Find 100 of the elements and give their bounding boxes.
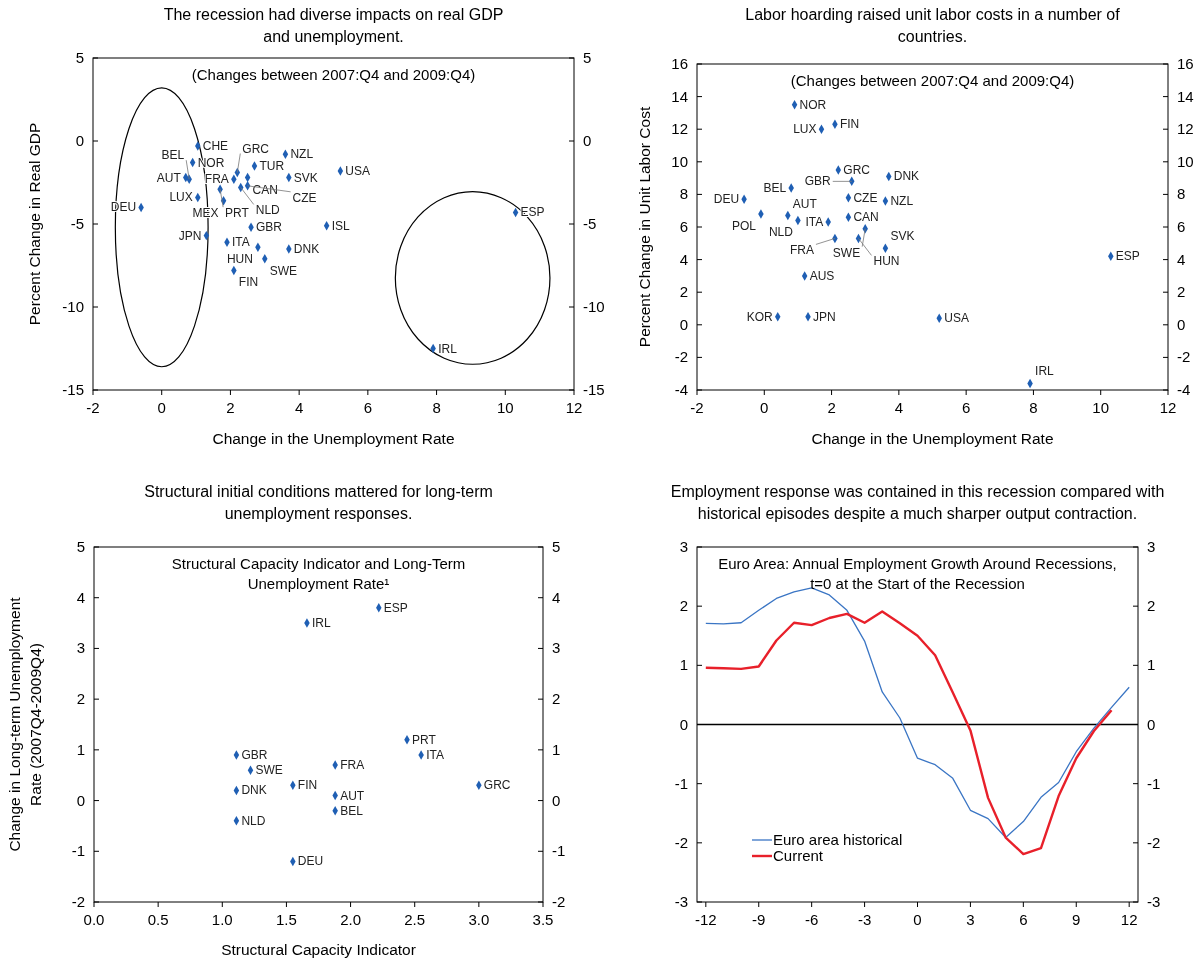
x-tick-label: 0 bbox=[913, 911, 922, 928]
annotation: BEL bbox=[161, 148, 185, 163]
annotation: CHE bbox=[202, 138, 229, 153]
y2-tick-label: 16 bbox=[1177, 55, 1194, 72]
y2-tick-label: -4 bbox=[1177, 381, 1191, 398]
y-tick-label: 6 bbox=[679, 218, 688, 235]
point bbox=[882, 196, 889, 206]
x-axis-title: Change in the Unemployment Rate bbox=[811, 430, 1054, 447]
y-tick-label: 0 bbox=[679, 315, 688, 333]
annotation: GRC bbox=[843, 162, 871, 177]
annotation: NOR bbox=[799, 97, 827, 112]
annotation: NLD bbox=[255, 203, 281, 218]
annotation: ESP bbox=[383, 600, 408, 615]
x-tick-label: -12 bbox=[694, 911, 717, 928]
y-tick-label: 0 bbox=[75, 132, 84, 149]
x-tick-label: -2 bbox=[690, 399, 704, 416]
point bbox=[791, 100, 798, 110]
annotation: JPN bbox=[178, 228, 202, 243]
annotation: AUT bbox=[792, 196, 818, 211]
y2-tick-label: 0 bbox=[1147, 715, 1156, 733]
y-tick-label: 2 bbox=[679, 283, 688, 301]
annotation: CZE bbox=[292, 190, 317, 205]
y-tick-label: 5 bbox=[76, 538, 85, 555]
chart-title: Employment response was contained in this recession compared with historical episodes despite a much sharper output contraction. bbox=[670, 483, 1165, 522]
y2-tick-label: -10 bbox=[583, 298, 605, 315]
annotation: ITA bbox=[805, 215, 824, 230]
x-tick-label: 10 bbox=[1092, 399, 1110, 416]
x-tick-label: 4 bbox=[894, 399, 904, 416]
annotation: PRT bbox=[225, 206, 250, 221]
y-tick-label: -15 bbox=[62, 381, 84, 398]
x-tick-label: 8 bbox=[1029, 399, 1038, 416]
x-tick-label: 2 bbox=[226, 399, 235, 416]
annotation: USA bbox=[944, 311, 969, 326]
x-tick-label: 1.5 bbox=[276, 911, 297, 928]
y2-tick-label: 0 bbox=[1177, 315, 1186, 333]
x-axis-title: Change in the Unemployment Rate bbox=[212, 430, 455, 447]
y2-tick-label: 14 bbox=[1177, 87, 1194, 105]
annotation: DNK bbox=[241, 783, 267, 798]
annotation: BEL bbox=[763, 180, 787, 195]
x-tick-label: 10 bbox=[496, 399, 514, 416]
annotation: NZL bbox=[890, 193, 914, 208]
annotation: (Changes between 2007:Q4 and 2009:Q4) bbox=[790, 72, 1075, 89]
y-tick-label: 2 bbox=[76, 690, 85, 708]
x-tick-label: 8 bbox=[432, 399, 441, 416]
chart-title: Structural initial conditions mattered for long-term unemployment responses. bbox=[144, 483, 493, 522]
y-tick-label: 5 bbox=[75, 49, 84, 66]
y-axis-title: Change in Long-term Unemployment Rate (2007Q4-2009Q4) bbox=[6, 596, 44, 852]
x-tick-label: 12 bbox=[565, 399, 583, 416]
annotation: ITA bbox=[231, 235, 250, 250]
annotation: TUR bbox=[259, 158, 285, 173]
y2-tick-label: 2 bbox=[1177, 283, 1186, 301]
point bbox=[247, 765, 254, 775]
y2-tick-label: -1 bbox=[552, 842, 566, 860]
x-tick-label: 6 bbox=[1019, 911, 1028, 928]
y-tick-label: 0 bbox=[76, 791, 85, 809]
y2-tick-label: 12 bbox=[1177, 120, 1194, 138]
x-tick-label: 0 bbox=[157, 399, 166, 416]
annotation: GBR bbox=[256, 220, 283, 235]
annotation: NZL bbox=[290, 147, 314, 162]
annotation: ESP bbox=[520, 205, 545, 220]
y2-tick-label: 1 bbox=[1147, 656, 1156, 674]
point bbox=[233, 816, 240, 826]
x-tick-label: 6 bbox=[363, 399, 373, 416]
x-tick-label: 4 bbox=[294, 399, 304, 416]
y-tick-label: 8 bbox=[679, 185, 688, 203]
y2-tick-label: -2 bbox=[1177, 348, 1191, 366]
annotation: BEL bbox=[340, 803, 364, 818]
x-tick-label: 0.0 bbox=[83, 911, 105, 928]
y2-tick-label: 2 bbox=[552, 690, 561, 708]
annotation: NLD bbox=[768, 225, 794, 240]
y2-tick-label: 3 bbox=[1147, 538, 1156, 555]
annotation: SVK bbox=[293, 170, 318, 185]
annotation: HUN bbox=[226, 252, 253, 267]
x-axis-title: Structural Capacity Indicator bbox=[221, 941, 416, 958]
annotation: FRA bbox=[789, 243, 814, 258]
y2-tick-label: -5 bbox=[583, 215, 597, 232]
y-tick-label: -2 bbox=[71, 893, 85, 910]
y-tick-label: 4 bbox=[679, 250, 688, 268]
y-tick-label: 1 bbox=[76, 740, 85, 758]
point bbox=[251, 161, 258, 171]
point bbox=[818, 124, 825, 134]
x-tick-label: 3.5 bbox=[532, 911, 554, 928]
x-tick-label: 6 bbox=[961, 399, 971, 416]
y-tick-label: -1 bbox=[71, 842, 85, 860]
annotation: GRC bbox=[483, 778, 511, 793]
y-tick-label: 10 bbox=[671, 152, 688, 170]
annotation: POL bbox=[731, 218, 757, 233]
x-tick-label: 0.5 bbox=[147, 911, 169, 928]
y2-tick-label: 6 bbox=[1177, 218, 1186, 235]
annotation: GRC bbox=[242, 141, 270, 156]
y2-tick-label: -2 bbox=[1147, 833, 1161, 851]
y2-tick-label: 3 bbox=[552, 639, 561, 657]
y2-tick-label: 5 bbox=[583, 49, 592, 66]
y2-tick-label: 0 bbox=[583, 132, 592, 149]
annotation: PRT bbox=[412, 732, 437, 747]
annotation: HUN bbox=[873, 254, 900, 269]
chart-title: The recession had diverse impacts on real GDP and unemployment. bbox=[163, 6, 504, 45]
y-tick-label: -4 bbox=[674, 381, 688, 398]
x-tick-label: 0 bbox=[760, 399, 769, 416]
legend-label: Current bbox=[773, 847, 824, 864]
